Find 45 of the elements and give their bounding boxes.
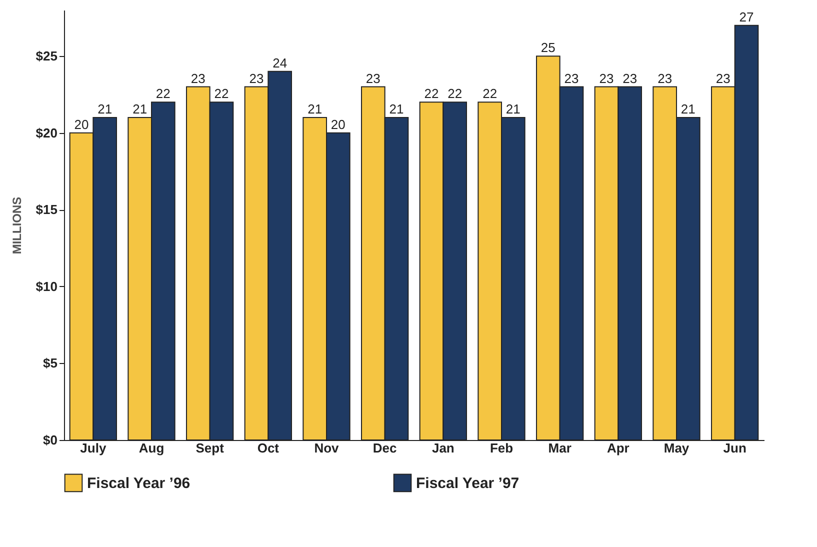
- x-tick-label: Oct: [257, 440, 280, 456]
- data-label: 21: [98, 102, 112, 116]
- x-tick-label: Jan: [432, 440, 454, 456]
- data-label: 24: [272, 55, 288, 70]
- x-tick-label: July: [80, 440, 107, 456]
- x-tick-label: Mar: [548, 440, 572, 456]
- data-label: 22: [482, 86, 498, 102]
- y-tick-label: $5: [43, 356, 58, 371]
- data-label: 20: [74, 116, 89, 132]
- y-tick-label: $25: [36, 48, 58, 64]
- data-label: 21: [132, 102, 148, 116]
- data-label: 21: [308, 102, 322, 116]
- data-label: 23: [622, 70, 638, 86]
- y-tick-label: $15: [36, 202, 58, 218]
- data-label: 25: [540, 40, 556, 56]
- x-tick-label: Aug: [138, 440, 164, 456]
- y-tick-label: $0: [43, 432, 58, 448]
- x-tick-label: Jun: [723, 440, 746, 456]
- data-label: 23: [190, 70, 206, 86]
- data-label: 23: [564, 70, 579, 86]
- data-label: 23: [366, 70, 380, 86]
- y-tick-label: $20: [36, 125, 58, 140]
- y-tick-label: $10: [36, 278, 58, 294]
- data-label: 22: [214, 86, 229, 102]
- x-tick-label: Nov: [314, 440, 340, 456]
- data-label: 21: [389, 102, 404, 116]
- legend-label: Fiscal Year ’97: [416, 474, 520, 492]
- x-tick-label: May: [664, 440, 690, 456]
- data-label: 27: [739, 9, 754, 24]
- data-label: 23: [716, 70, 730, 86]
- data-label: 21: [506, 102, 520, 116]
- data-label: 23: [249, 70, 264, 86]
- data-label: 23: [658, 70, 672, 86]
- data-label: 23: [599, 70, 614, 86]
- legend-label: Fiscal Year ’96: [87, 474, 190, 492]
- x-tick-label: Dec: [372, 440, 397, 456]
- data-label: 22: [156, 86, 170, 102]
- x-tick-label: Sept: [196, 440, 225, 456]
- data-label: 22: [448, 86, 462, 102]
- data-label: 20: [330, 116, 346, 132]
- data-label: 21: [680, 102, 696, 116]
- x-tick-label: Apr: [606, 440, 630, 456]
- x-tick-label: Feb: [490, 440, 514, 456]
- y-axis-title: MILLIONS: [10, 196, 24, 254]
- data-label: 22: [424, 86, 439, 102]
